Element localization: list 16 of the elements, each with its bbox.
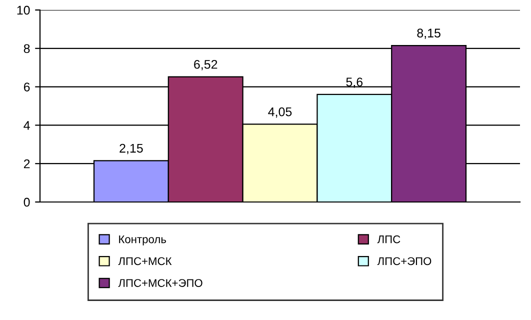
data-label: 4,05 xyxy=(268,107,292,118)
y-tick-label: 10 xyxy=(17,6,30,15)
y-tick-label: 0 xyxy=(24,198,30,207)
legend-label: ЛПС+ЭПО xyxy=(377,257,432,266)
y-tick-label: 2 xyxy=(24,159,30,168)
legend-label: ЛПС xyxy=(377,235,400,244)
data-label: 8,15 xyxy=(417,28,440,39)
data-label: 2,15 xyxy=(120,144,143,154)
data-label: 6,52 xyxy=(194,60,218,70)
legend-label: ЛПС+МСК xyxy=(118,257,172,266)
y-tick-label: 8 xyxy=(24,44,30,54)
legend-label: ЛПС+МСК+ЭПО xyxy=(118,279,202,287)
y-tick-label: 6 xyxy=(24,82,30,92)
y-tick-label: 4 xyxy=(24,121,30,130)
legend-label: Контроль xyxy=(119,235,166,246)
data-label: 5,6 xyxy=(346,78,363,88)
